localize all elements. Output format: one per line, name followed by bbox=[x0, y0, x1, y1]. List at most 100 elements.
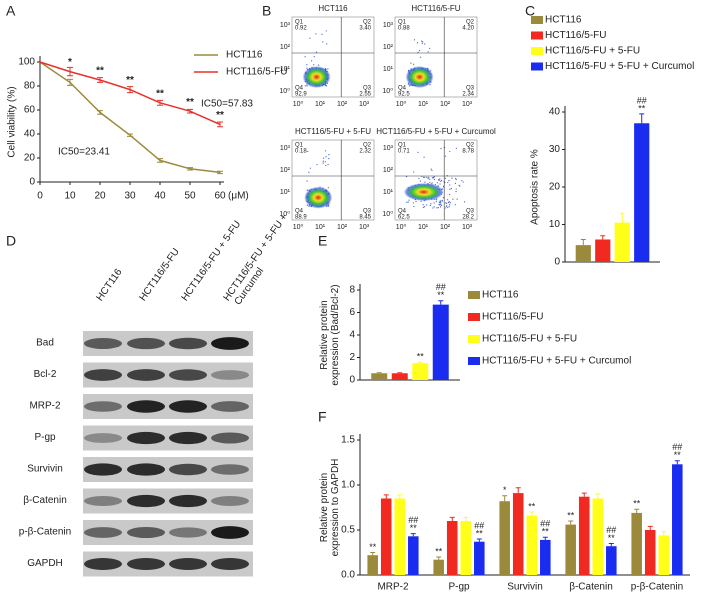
significance-label: ** bbox=[156, 88, 164, 99]
bar bbox=[540, 539, 551, 575]
event-dot bbox=[431, 169, 433, 172]
bar bbox=[412, 363, 429, 380]
x-tick-label: 10⁰ bbox=[293, 223, 304, 231]
y-tick-label: 10⁰ bbox=[382, 210, 393, 218]
legend-label: HCT116 bbox=[545, 15, 582, 26]
blot-band bbox=[169, 558, 207, 570]
panel-label: F bbox=[318, 409, 327, 425]
blot-band bbox=[127, 463, 165, 476]
x-tick-label: 10² bbox=[440, 101, 451, 108]
bar bbox=[433, 559, 444, 575]
event-dot bbox=[454, 204, 456, 206]
error-bar bbox=[383, 494, 389, 499]
event-dot bbox=[447, 181, 449, 184]
significance-label: ** bbox=[369, 542, 377, 552]
event-dot bbox=[441, 204, 443, 206]
quadrant-label: Q2 bbox=[466, 143, 475, 149]
event-dot bbox=[430, 168, 432, 170]
blot-band bbox=[169, 494, 207, 508]
legend-swatch bbox=[531, 62, 543, 71]
event-dot bbox=[407, 201, 409, 203]
error-bar bbox=[634, 508, 640, 513]
bar bbox=[512, 493, 524, 575]
legend-swatch bbox=[468, 335, 480, 343]
event-dot bbox=[408, 199, 410, 201]
y-tick-label: 20 bbox=[549, 182, 561, 193]
blot-band bbox=[127, 431, 165, 445]
quadrant-label: Q3 bbox=[466, 86, 475, 92]
event-dot bbox=[413, 205, 415, 208]
blot-band bbox=[211, 526, 249, 539]
event-dot bbox=[449, 150, 451, 153]
significance-label: ** bbox=[674, 450, 682, 460]
protein-label: GAPDH bbox=[27, 558, 63, 569]
event-dot bbox=[447, 206, 449, 209]
blot-band bbox=[84, 527, 122, 538]
bar bbox=[380, 498, 392, 575]
blot-band bbox=[169, 431, 207, 445]
error-bar bbox=[595, 493, 601, 499]
error-bar bbox=[515, 487, 521, 494]
blot-band bbox=[84, 433, 122, 443]
protein-label: p-β-Catenin bbox=[19, 527, 71, 538]
event-dot bbox=[436, 182, 438, 184]
event-dot bbox=[306, 180, 308, 182]
event-dot bbox=[449, 204, 451, 206]
event-dot bbox=[322, 41, 324, 43]
event-dot bbox=[307, 150, 309, 153]
blot-band bbox=[127, 558, 165, 570]
y-tick-label: 10⁰ bbox=[279, 87, 290, 95]
y-tick-label: 40 bbox=[549, 107, 561, 118]
significance-label: ## bbox=[408, 515, 418, 525]
quadrant-value: 0.18 bbox=[295, 149, 307, 155]
event-dot bbox=[315, 33, 317, 35]
event-dot bbox=[429, 204, 431, 207]
error-bar bbox=[600, 235, 606, 240]
quadrant-value: 0.88 bbox=[398, 26, 410, 32]
event-dot bbox=[308, 171, 310, 173]
blot-band bbox=[84, 558, 122, 570]
y-tick-label: 10³ bbox=[280, 22, 291, 29]
blot-band bbox=[211, 558, 249, 570]
event-dot bbox=[429, 47, 431, 49]
significance-label: ## bbox=[436, 282, 446, 292]
y-axis-label: Cell viability (%) bbox=[7, 86, 18, 157]
blot-band bbox=[84, 463, 122, 476]
error-bar bbox=[187, 167, 193, 171]
y-tick-label: 10³ bbox=[383, 22, 394, 29]
event-dot bbox=[306, 67, 308, 69]
bar bbox=[474, 541, 485, 575]
error-bar bbox=[639, 113, 645, 124]
event-dot bbox=[422, 204, 424, 206]
event-dot bbox=[327, 187, 329, 189]
annotation: IC50=57.83 bbox=[201, 99, 253, 110]
event-dot bbox=[321, 33, 323, 35]
event-dot bbox=[440, 148, 442, 150]
blot-band bbox=[169, 337, 207, 350]
event-dot bbox=[325, 30, 327, 32]
significance-label: ** bbox=[435, 546, 443, 556]
significance-label: * bbox=[68, 57, 72, 68]
y-tick-label: 10¹ bbox=[383, 66, 394, 73]
event-dot bbox=[418, 177, 420, 180]
event-dot bbox=[410, 62, 412, 64]
significance-label: ** bbox=[216, 110, 224, 121]
error-bar bbox=[436, 556, 442, 560]
bar bbox=[634, 123, 650, 262]
event-dot bbox=[328, 158, 330, 160]
y-tick-label: 10⁰ bbox=[382, 87, 393, 95]
y-axis-label: expression to GAPDH bbox=[330, 459, 341, 557]
bar bbox=[672, 464, 683, 575]
blot-band bbox=[84, 401, 122, 412]
event-dot bbox=[424, 181, 426, 183]
legend-label: HCT116/5-FU bbox=[226, 67, 288, 78]
event-dot bbox=[309, 167, 311, 169]
plot-title: HCT116/5-FU + 5-FU + Curcumol bbox=[376, 127, 496, 136]
event-dot bbox=[408, 85, 410, 87]
blot-band bbox=[169, 400, 207, 413]
error-bar bbox=[529, 511, 535, 516]
event-dot bbox=[421, 42, 423, 45]
panel-label: C bbox=[525, 3, 535, 19]
blot-band bbox=[127, 494, 165, 508]
quadrant-label: Q1 bbox=[398, 20, 407, 26]
